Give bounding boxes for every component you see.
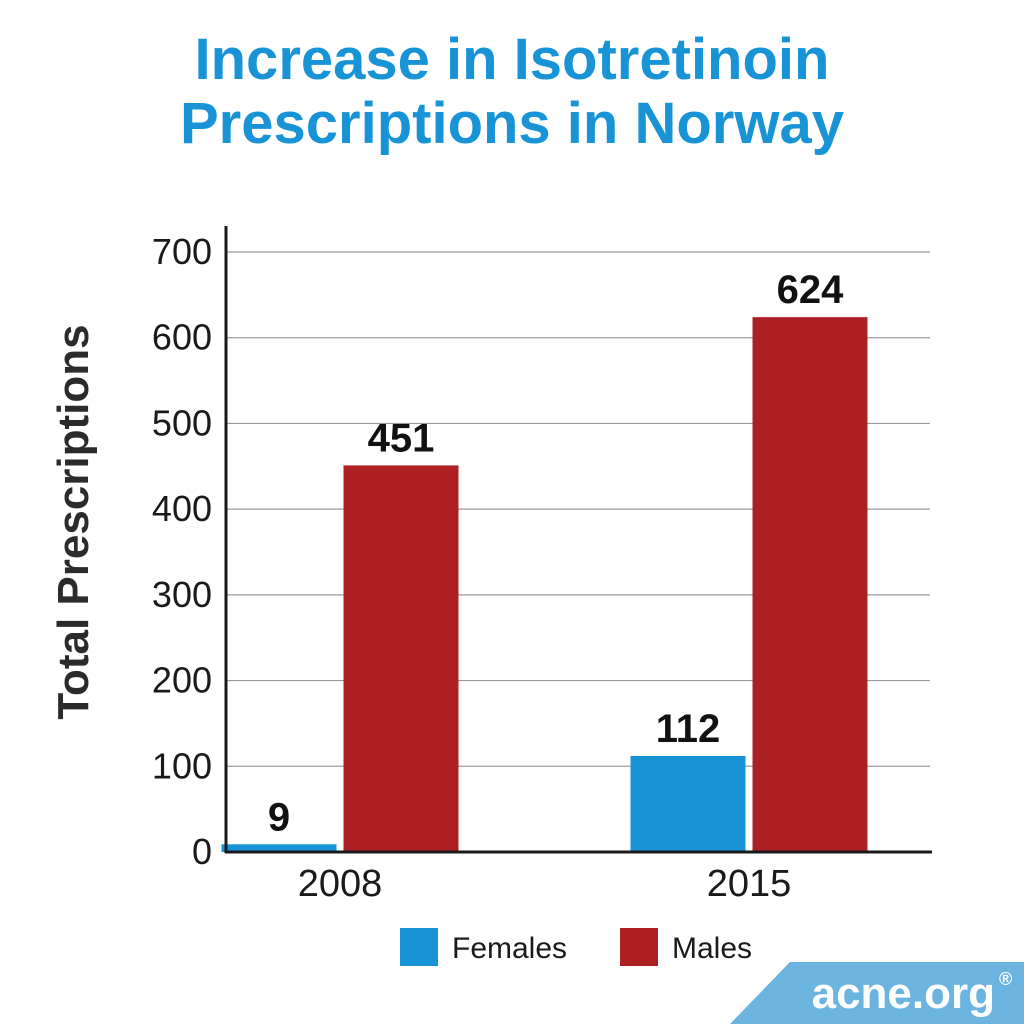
y-tick-label-100: 100 — [152, 745, 212, 786]
legend-swatch-females — [400, 928, 438, 966]
bar-females-2008 — [221, 844, 337, 852]
bar-males-2008 — [343, 465, 459, 852]
legend-label-females: Females — [452, 932, 567, 965]
legend: Females Males — [400, 928, 752, 966]
x-tick-label-2008: 2008 — [298, 863, 383, 905]
labels: 0 100 200 300 400 500 600 700 9 451 2008 112 624 2015 — [152, 231, 844, 905]
data-label-females-2008: 9 — [268, 795, 290, 839]
y-tick-label-200: 200 — [152, 660, 212, 701]
chart-title-line-1: Increase in Isotretinoin — [194, 27, 830, 92]
y-tick-label-0: 0 — [192, 831, 212, 872]
data-label-females-2015: 112 — [656, 707, 721, 751]
y-axis-title: Total Prescriptions — [49, 324, 98, 719]
bars — [221, 317, 868, 853]
y-tick-label-600: 600 — [152, 317, 212, 358]
y-tick-label-500: 500 — [152, 402, 212, 443]
data-label-males-2008: 451 — [368, 416, 435, 460]
bar-females-2015 — [630, 756, 746, 852]
legend-swatch-males — [620, 928, 658, 966]
legend-label-males: Males — [672, 932, 752, 965]
x-tick-label-2015: 2015 — [707, 863, 792, 905]
data-label-males-2015: 624 — [777, 268, 844, 312]
chart-title-line-2: Prescriptions in Norway — [180, 91, 844, 156]
y-tick-label-700: 700 — [152, 231, 212, 272]
y-tick-label-300: 300 — [152, 574, 212, 615]
chart-title: Increase in Isotretinoin Prescriptions i… — [0, 28, 1024, 156]
axes — [224, 226, 932, 854]
bar-males-2015 — [752, 317, 868, 853]
y-tick-label-400: 400 — [152, 488, 212, 529]
